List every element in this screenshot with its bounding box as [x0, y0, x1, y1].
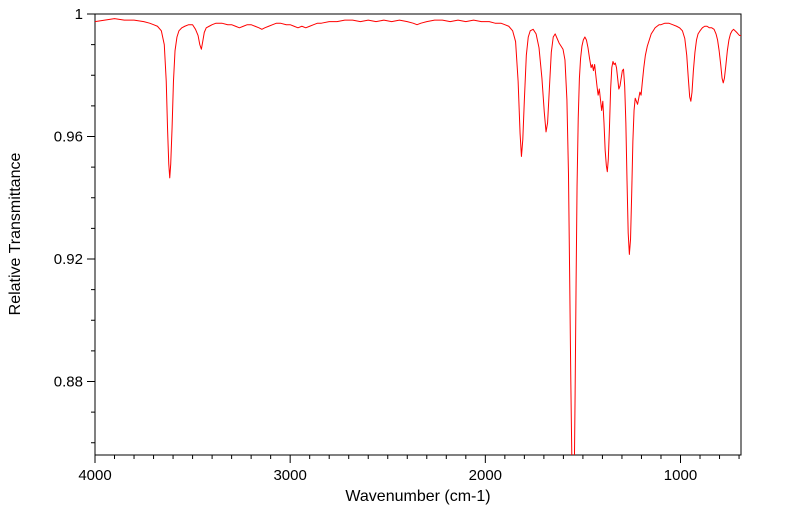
x-tick-label: 1000 — [664, 467, 697, 484]
y-axis-label: Relative Transmittance — [7, 153, 24, 316]
y-tick-label: 0.96 — [54, 129, 83, 146]
y-tick-label: 0.88 — [54, 374, 83, 391]
spectrum-series — [95, 18, 741, 455]
x-tick-label: 2000 — [469, 467, 502, 484]
y-tick-label: 1 — [75, 6, 83, 23]
axis-ticks: 4000 3000 2000 1000 0.88 0.92 0.96 1 — [54, 6, 740, 484]
x-tick-label: 3000 — [273, 467, 306, 484]
plot-border — [94, 13, 742, 456]
spectrum-line — [95, 18, 741, 455]
x-axis-label: Wavenumber (cm-1) — [345, 488, 490, 505]
x-tick-label: 4000 — [78, 467, 111, 484]
y-tick-label: 0.92 — [54, 251, 83, 268]
